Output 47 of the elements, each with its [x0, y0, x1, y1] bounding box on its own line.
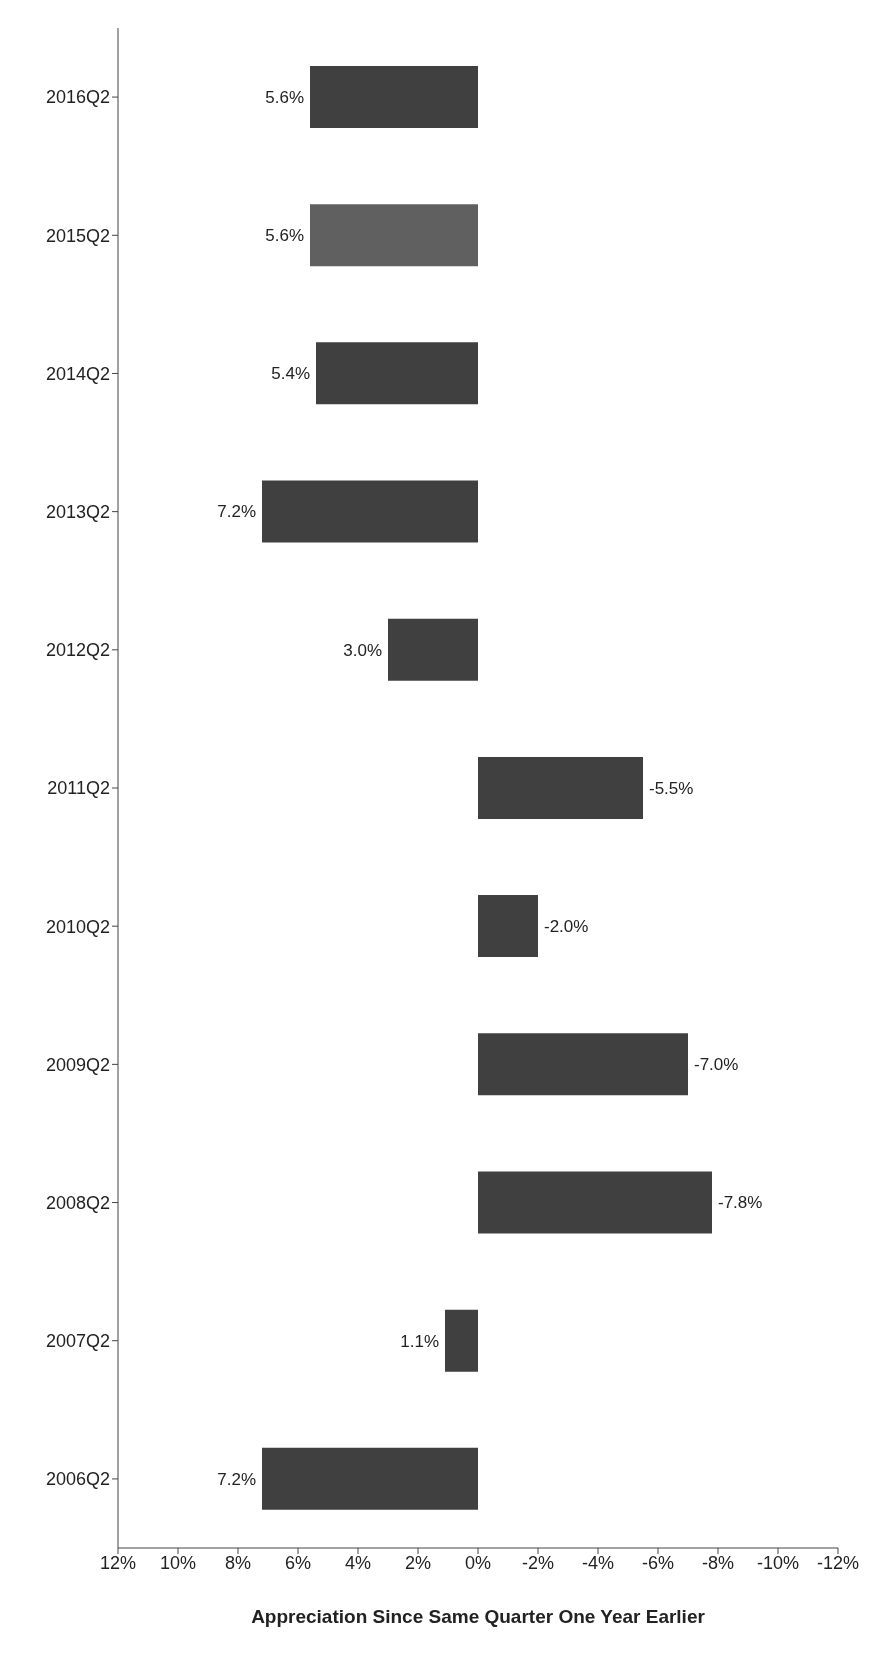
x-tick-label: -10% [756, 1552, 800, 1573]
x-tick-label: -2% [521, 1552, 555, 1573]
y-tick-label: 2012Q2 [45, 640, 110, 661]
y-tick-label: 2014Q2 [45, 363, 110, 384]
y-tick-label: 2006Q2 [45, 1469, 110, 1490]
y-tick-label: 2011Q2 [47, 778, 110, 799]
data-label: -5.5% [649, 778, 694, 798]
bar [310, 204, 478, 267]
x-tick-label: -8% [701, 1552, 735, 1573]
data-label: -7.8% [718, 1193, 763, 1213]
bar [478, 895, 538, 958]
x-tick-label: -4% [581, 1552, 615, 1573]
x-tick-label: -6% [641, 1552, 675, 1573]
y-tick-label: 2016Q2 [45, 87, 110, 108]
y-tick-label: 2013Q2 [45, 502, 110, 523]
bar [262, 1447, 478, 1510]
bar [316, 342, 478, 405]
x-tick-label: -12% [816, 1552, 860, 1573]
bar [478, 1033, 688, 1096]
x-tick-label: 6% [284, 1552, 312, 1573]
y-tick-label: 2007Q2 [45, 1331, 110, 1352]
data-label: 7.2% [217, 1469, 256, 1489]
y-tick-label: 2015Q2 [45, 225, 110, 246]
x-tick-label: 0% [464, 1552, 492, 1573]
y-tick-label: 2009Q2 [45, 1054, 110, 1075]
data-label: 7.2% [217, 502, 256, 522]
x-tick-label: 8% [224, 1552, 252, 1573]
data-label: 5.6% [265, 226, 304, 246]
x-tick-label: 2% [404, 1552, 432, 1573]
x-axis-title: Appreciation Since Same Quarter One Year Earlier [251, 1606, 706, 1627]
bar [445, 1309, 478, 1372]
bar [478, 756, 643, 819]
data-label: -2.0% [544, 917, 589, 937]
data-label: 3.0% [343, 640, 382, 660]
bar [388, 618, 478, 681]
data-label: 1.1% [400, 1331, 439, 1351]
y-tick-label: 2010Q2 [45, 916, 110, 937]
x-tick-label: 12% [99, 1552, 137, 1573]
bar [262, 480, 478, 543]
y-tick-label: 2008Q2 [45, 1192, 110, 1213]
data-label: 5.6% [265, 87, 304, 107]
bar [310, 66, 478, 128]
x-tick-label: 4% [344, 1552, 372, 1573]
bar [478, 1171, 712, 1234]
data-label: -7.0% [694, 1055, 739, 1075]
data-label: 5.4% [271, 364, 310, 384]
x-tick-label: 10% [159, 1552, 197, 1573]
